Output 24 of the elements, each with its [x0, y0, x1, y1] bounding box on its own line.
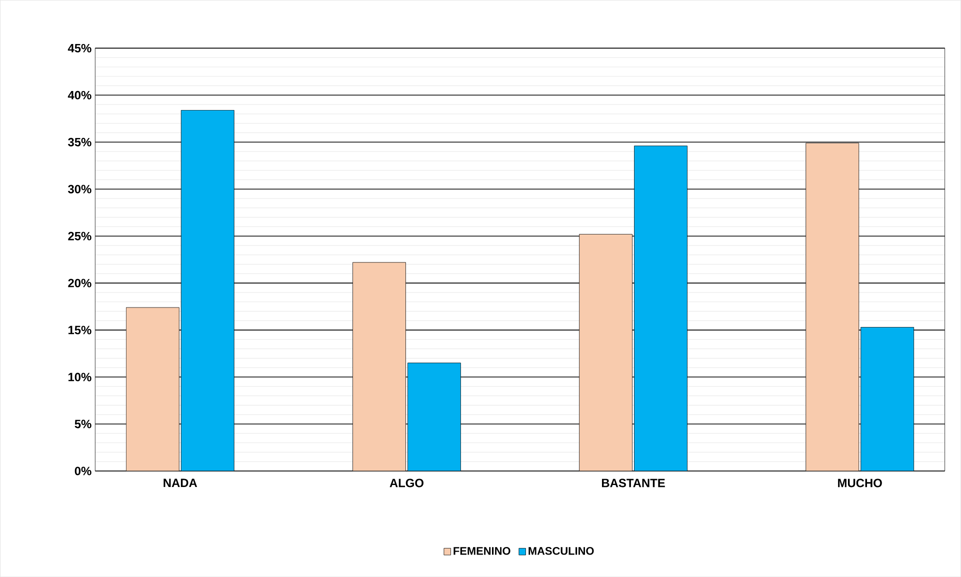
y-tick-label: 25%: [68, 232, 92, 240]
legend-label: FEMENINO: [454, 546, 510, 555]
bar: [352, 262, 406, 471]
y-tick-label: 10%: [68, 372, 92, 382]
bar: [579, 234, 632, 471]
x-tick-label: BASTANTE: [602, 478, 665, 488]
legend-label: MASCULINO: [528, 546, 594, 555]
y-tick-label: 15%: [68, 326, 92, 334]
y-tick-label: 20%: [68, 278, 92, 288]
bar: [634, 146, 688, 471]
y-tick-label: 30%: [68, 184, 92, 194]
x-tick-label: MUCHO: [838, 478, 882, 488]
x-tick-label: NADA: [164, 478, 198, 487]
y-tick-label: 0%: [74, 466, 92, 476]
x-tick-label: ALGO: [390, 478, 424, 488]
bar: [126, 307, 180, 471]
bar: [180, 110, 234, 471]
bar: [860, 326, 914, 471]
y-tick-label: 40%: [68, 90, 92, 100]
y-tick-label: 35%: [68, 138, 92, 146]
bar: [806, 142, 860, 471]
y-tick-label: 45%: [68, 44, 92, 52]
bar: [408, 362, 461, 471]
y-tick-label: 5%: [74, 420, 92, 428]
